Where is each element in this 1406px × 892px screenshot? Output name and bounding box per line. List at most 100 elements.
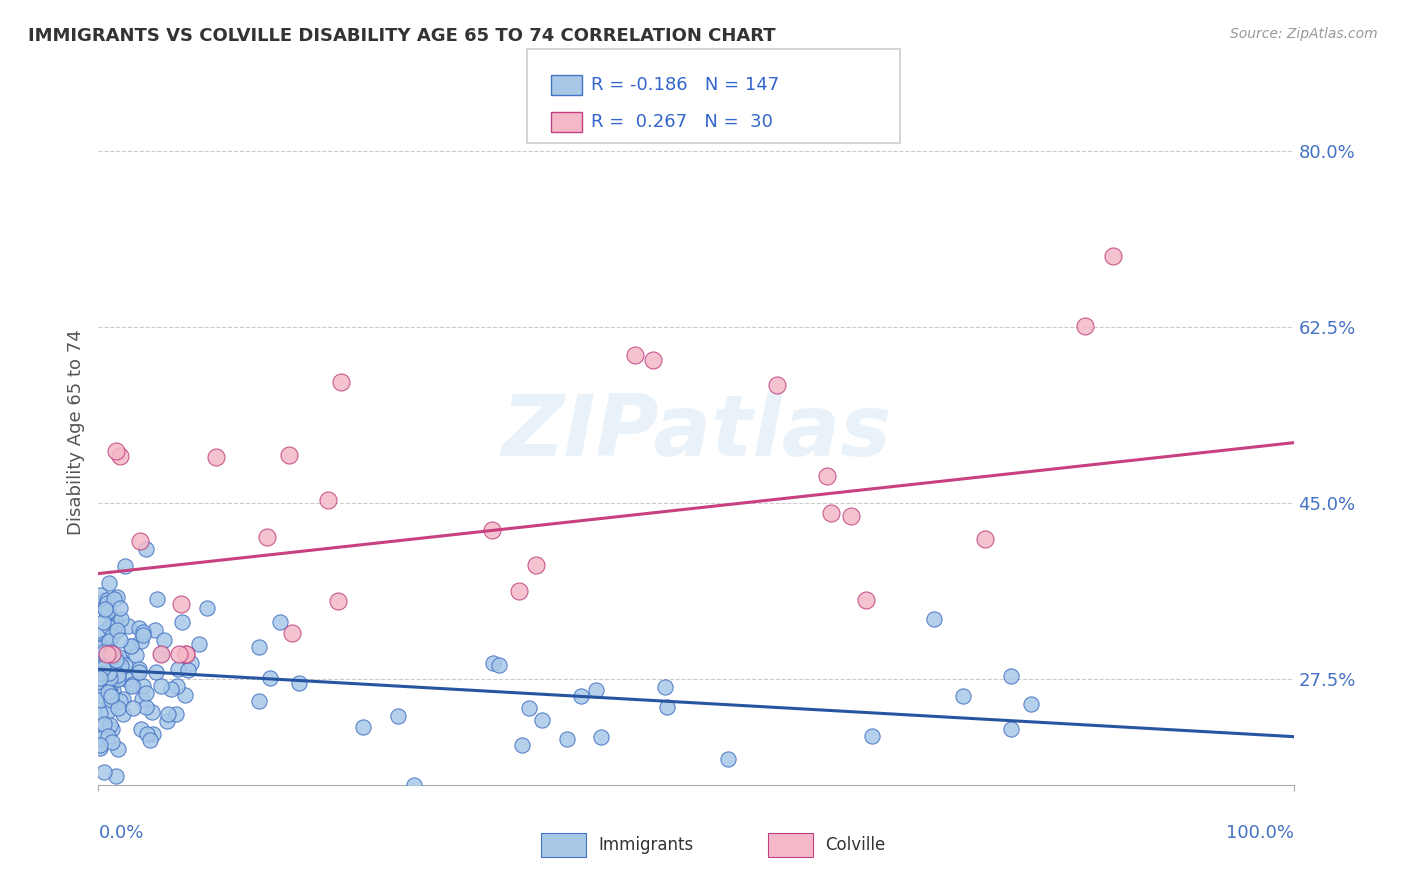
- Point: [91, 661, 114, 675]
- Point: [555, 732, 578, 747]
- Point: [89, 738, 111, 752]
- Point: [141, 705, 163, 719]
- Point: [96, 637, 118, 651]
- Point: [150, 679, 173, 693]
- Point: [839, 508, 862, 523]
- Point: [131, 692, 153, 706]
- Point: [108, 694, 131, 708]
- Point: [97, 685, 120, 699]
- Point: [97, 648, 120, 663]
- Point: [205, 450, 228, 464]
- Point: [131, 722, 153, 736]
- Point: [93, 765, 115, 780]
- Point: [157, 706, 180, 721]
- Point: [1000, 722, 1022, 736]
- Point: [91, 719, 114, 733]
- Point: [530, 713, 553, 727]
- Text: Colville: Colville: [825, 836, 886, 854]
- Point: [110, 633, 132, 648]
- Point: [143, 624, 166, 638]
- Point: [96, 604, 118, 618]
- Point: [96, 596, 118, 610]
- Point: [766, 378, 789, 392]
- Text: 100.0%: 100.0%: [1226, 823, 1294, 842]
- Point: [97, 604, 120, 618]
- Point: [91, 681, 114, 695]
- Point: [93, 645, 115, 659]
- Point: [110, 612, 132, 626]
- Point: [142, 727, 165, 741]
- Point: [107, 741, 129, 756]
- Point: [1019, 697, 1042, 711]
- Point: [94, 602, 117, 616]
- Point: [166, 679, 188, 693]
- Point: [585, 683, 607, 698]
- Point: [114, 672, 136, 686]
- Point: [97, 638, 120, 652]
- Point: [96, 592, 118, 607]
- Point: [103, 592, 125, 607]
- Point: [96, 705, 118, 719]
- Point: [108, 450, 131, 464]
- Point: [974, 533, 997, 547]
- Point: [288, 676, 311, 690]
- Point: [94, 636, 117, 650]
- Point: [259, 671, 281, 685]
- Point: [120, 639, 142, 653]
- Point: [589, 731, 612, 745]
- Point: [91, 658, 114, 673]
- Point: [89, 671, 111, 685]
- Point: [156, 714, 179, 729]
- Point: [107, 649, 129, 664]
- Point: [90, 731, 112, 745]
- Point: [105, 591, 128, 605]
- Bar: [768, 832, 813, 857]
- Point: [107, 701, 129, 715]
- Point: [97, 576, 120, 591]
- Point: [125, 648, 148, 663]
- Point: [488, 657, 510, 672]
- Point: [145, 592, 167, 607]
- Point: [100, 722, 122, 736]
- Point: [128, 662, 150, 676]
- Point: [170, 597, 193, 611]
- Point: [100, 735, 122, 749]
- Point: [247, 640, 270, 655]
- Point: [98, 685, 121, 699]
- Point: [89, 589, 111, 603]
- Point: [93, 593, 115, 607]
- Point: [98, 650, 121, 665]
- Point: [174, 647, 197, 661]
- Point: [654, 680, 676, 694]
- Point: [117, 619, 139, 633]
- Point: [121, 679, 143, 693]
- Point: [952, 689, 974, 703]
- Point: [329, 375, 352, 389]
- Point: [98, 677, 121, 691]
- Point: [98, 633, 121, 648]
- Text: Source: ZipAtlas.com: Source: ZipAtlas.com: [1230, 27, 1378, 41]
- Point: [166, 663, 188, 677]
- Point: [195, 600, 218, 615]
- Point: [105, 769, 128, 783]
- Point: [326, 594, 349, 608]
- Point: [1102, 249, 1125, 264]
- Point: [100, 621, 122, 635]
- Point: [135, 699, 157, 714]
- Point: [160, 682, 183, 697]
- Point: [91, 615, 114, 629]
- Point: [89, 641, 111, 656]
- Point: [110, 600, 132, 615]
- Point: [110, 659, 132, 673]
- Point: [96, 652, 118, 666]
- Point: [129, 634, 152, 648]
- Point: [247, 694, 270, 708]
- Point: [624, 348, 647, 362]
- Point: [170, 615, 193, 629]
- Point: [93, 717, 115, 731]
- Point: [104, 444, 127, 458]
- Text: Immigrants: Immigrants: [598, 836, 693, 854]
- Point: [105, 653, 128, 667]
- Point: [100, 628, 122, 642]
- Point: [103, 618, 125, 632]
